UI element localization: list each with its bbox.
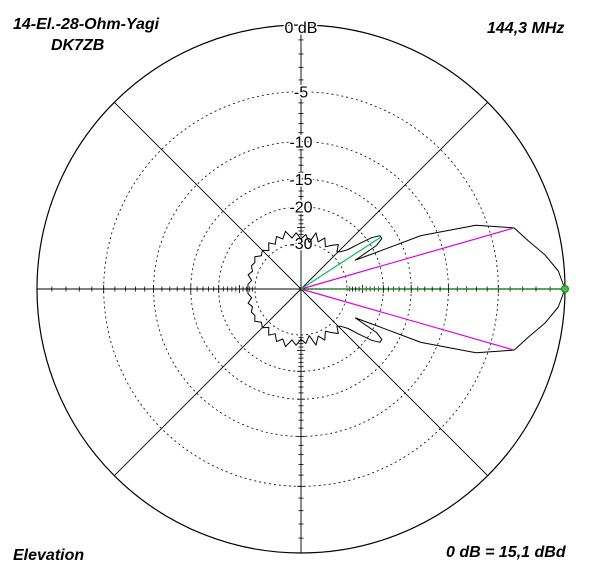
chart-title: 14-El.-28-Ohm-Yagi (13, 16, 160, 33)
frequency-label: 144,3 MHz (487, 20, 565, 37)
plane-label: Elevation (13, 547, 85, 564)
ring-label-0: 0 dB (285, 20, 318, 37)
grid-radial-3 (113, 101, 302, 290)
reference-label: 0 dB = 15,1 dBd (446, 544, 566, 561)
ring-label-2: -10 (289, 135, 312, 152)
ring-label-1: -5 (294, 85, 308, 102)
grid-radial-5 (113, 288, 302, 477)
radiation-pattern (247, 224, 566, 354)
chart-subtitle: DK7ZB (51, 37, 105, 54)
ring-label-4: -20 (289, 200, 312, 217)
pattern-markers (300, 227, 569, 351)
grid-radial-1 (300, 101, 489, 290)
beamwidth-line-1 (300, 288, 515, 351)
beamwidth-line-0 (300, 227, 515, 290)
sidelobe-line (300, 236, 382, 290)
main-lobe-marker-dot (561, 285, 569, 293)
pattern-trace (247, 224, 566, 354)
grid-radial-7 (300, 288, 489, 477)
ring-label-3: -15 (289, 172, 312, 189)
